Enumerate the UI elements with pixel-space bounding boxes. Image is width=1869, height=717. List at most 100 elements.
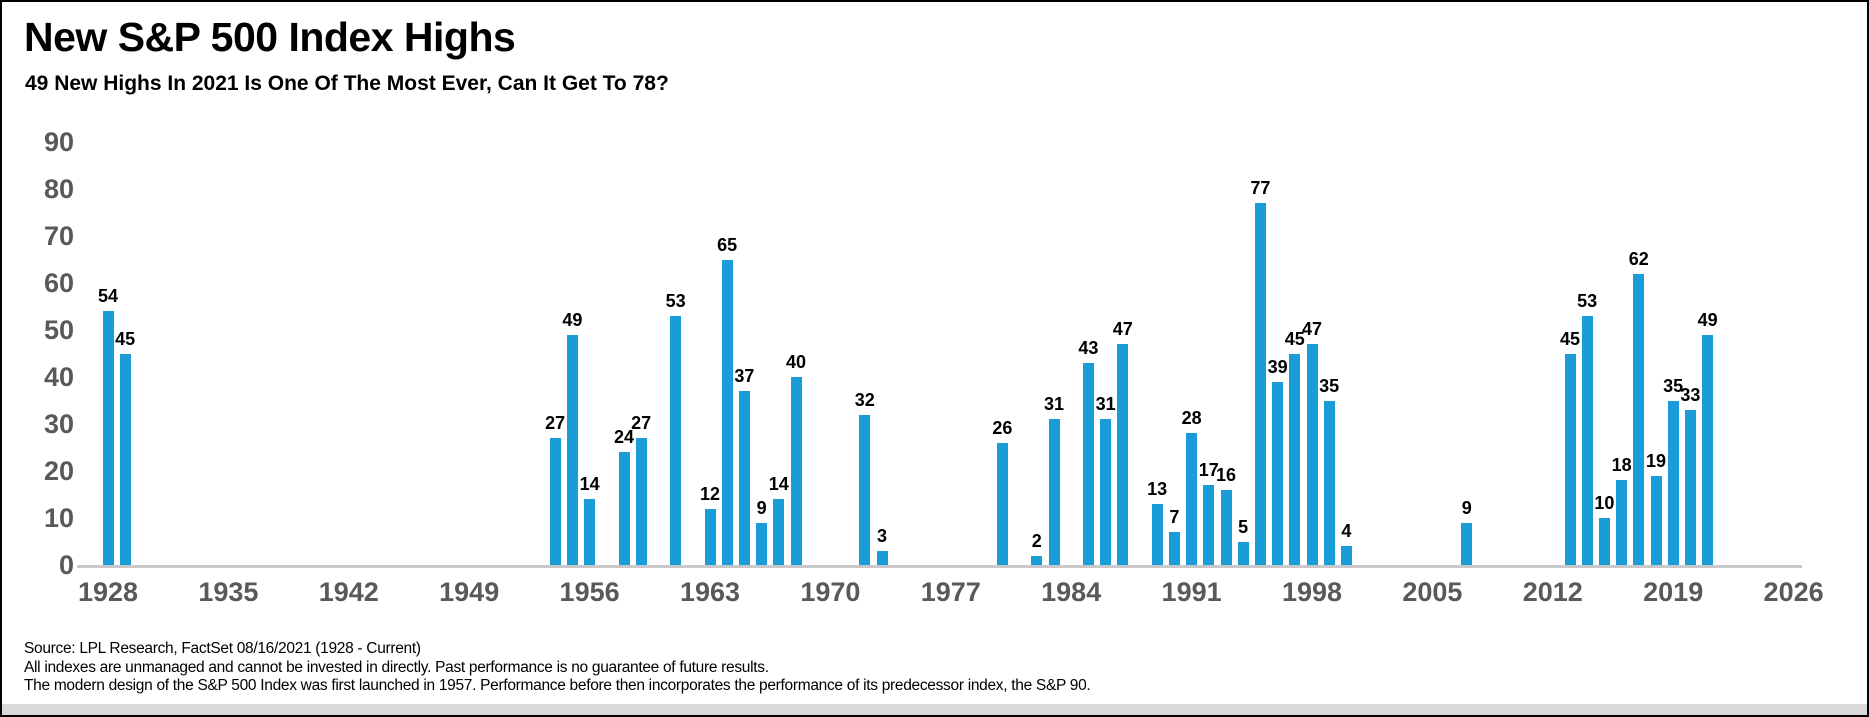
bar-1973 xyxy=(876,550,888,565)
bar-1987 xyxy=(1117,344,1129,565)
bar-2015 xyxy=(1598,518,1610,565)
disclaimer-line: All indexes are unmanaged and cannot be … xyxy=(24,658,769,676)
bar-2019 xyxy=(1667,400,1679,565)
bar-value-label-2020: 33 xyxy=(1680,384,1701,405)
bar-value-label-1963: 12 xyxy=(699,483,721,504)
bar-value-label-1992: 17 xyxy=(1198,460,1219,481)
bar-2018 xyxy=(1650,475,1662,565)
y-tick-label: 40 xyxy=(43,362,74,392)
bar-value-label-1991: 28 xyxy=(1181,408,1202,429)
bar-value-label-2016: 18 xyxy=(1611,455,1632,476)
bar-2000 xyxy=(1340,546,1352,565)
bar-value-label-1928: 54 xyxy=(97,286,119,307)
y-tick-label: 50 xyxy=(43,315,74,345)
y-tick-label: 20 xyxy=(43,456,74,486)
bar-1959 xyxy=(635,438,647,565)
chart-subtitle: 49 New Highs In 2021 Is One Of The Most … xyxy=(25,72,669,95)
bar-value-label-1980: 26 xyxy=(992,417,1013,438)
bar-value-label-1997: 45 xyxy=(1284,328,1305,349)
bar-value-label-1965: 37 xyxy=(734,366,755,387)
bar-value-label-1973: 3 xyxy=(876,525,887,546)
x-tick-label: 1977 xyxy=(920,577,981,607)
bar-value-label-1964: 65 xyxy=(717,234,738,255)
footer-disclaimer: Source: LPL Research, FactSet 08/16/2021… xyxy=(24,640,1824,696)
bar-value-label-1985: 43 xyxy=(1078,337,1099,358)
bar-1989 xyxy=(1151,503,1163,565)
bar-value-label-2007: 9 xyxy=(1461,497,1472,518)
x-tick-label: 1949 xyxy=(439,577,500,607)
bar-value-label-1995: 77 xyxy=(1250,178,1271,199)
bar-value-label-1998: 47 xyxy=(1301,319,1323,340)
x-tick-label: 1998 xyxy=(1281,577,1343,607)
x-tick-label: 1970 xyxy=(800,577,861,607)
x-tick-label: 1991 xyxy=(1161,577,1222,607)
bar-value-label-2014: 53 xyxy=(1577,290,1598,311)
bar-value-label-1955: 49 xyxy=(562,309,583,330)
bar-value-label-1994: 5 xyxy=(1238,516,1249,537)
bar-1995 xyxy=(1254,203,1266,565)
bar-value-label-2013: 45 xyxy=(1559,328,1581,349)
y-tick-label: 80 xyxy=(43,174,74,204)
bottom-strip xyxy=(2,704,1867,715)
bar-1985 xyxy=(1082,362,1094,565)
y-tick-label: 70 xyxy=(43,221,74,251)
bar-value-label-2021: 49 xyxy=(1697,309,1718,330)
bar-value-label-1986: 31 xyxy=(1095,394,1116,415)
bar-value-label-1996: 39 xyxy=(1267,356,1288,377)
bar-1980 xyxy=(996,442,1008,565)
bar-1955 xyxy=(566,334,578,565)
bar-value-label-1993: 16 xyxy=(1215,464,1237,485)
y-tick-label: 90 xyxy=(43,127,74,157)
bar-1986 xyxy=(1100,419,1112,565)
bar-value-label-2019: 35 xyxy=(1663,375,1684,396)
bar-1992 xyxy=(1203,485,1215,565)
y-tick-label: 10 xyxy=(43,503,74,533)
bar-2007 xyxy=(1461,522,1473,565)
bar-1991 xyxy=(1186,433,1198,565)
bar-value-label-1929: 45 xyxy=(115,328,136,349)
bar-2014 xyxy=(1581,315,1593,565)
bar-value-label-2018: 19 xyxy=(1645,450,1667,471)
bar-1982 xyxy=(1031,555,1043,565)
bar-value-label-1954: 27 xyxy=(545,413,566,434)
bar-2017 xyxy=(1633,273,1645,565)
bar-value-label-1967: 14 xyxy=(768,474,789,495)
bar-value-label-1968: 40 xyxy=(785,352,807,372)
bar-1999 xyxy=(1323,400,1335,565)
bar-1968 xyxy=(790,377,802,565)
bar-1994 xyxy=(1237,541,1249,565)
x-tick-label: 2005 xyxy=(1402,577,1463,607)
bar-1996 xyxy=(1272,381,1284,565)
bar-1983 xyxy=(1048,419,1060,565)
bar-value-label-1956: 14 xyxy=(579,474,600,495)
bar-value-label-1958: 24 xyxy=(613,427,635,448)
bar-value-label-1983: 31 xyxy=(1043,394,1065,415)
bar-1997 xyxy=(1289,353,1301,565)
bar-chart: 0 10 20 30 40 50 60 70 80 90 54 45 27 49 14 24 27 53 12 65… xyxy=(2,102,1867,622)
x-tick-label: 1942 xyxy=(318,577,379,607)
bar-value-label-1959: 27 xyxy=(631,413,652,434)
bar-value-label-1987: 47 xyxy=(1112,319,1133,340)
source-line: Source: LPL Research, FactSet 08/16/2021… xyxy=(24,640,421,657)
bar-value-label-2017: 62 xyxy=(1628,248,1649,269)
x-tick-label: 2026 xyxy=(1763,577,1824,607)
bar-value-label-1961: 53 xyxy=(665,290,686,311)
bar-1929 xyxy=(119,353,131,565)
x-axis-line xyxy=(77,565,1802,568)
history-line: The modern design of the S&P 500 Index w… xyxy=(24,677,1091,694)
bar-value-label-1989: 13 xyxy=(1147,478,1168,499)
bar-2020 xyxy=(1684,409,1696,565)
bar-1954 xyxy=(549,438,561,565)
bar-value-label-1982: 2 xyxy=(1031,530,1042,551)
bar-1958 xyxy=(618,452,630,565)
x-tick-label: 1956 xyxy=(559,577,620,607)
bar-2021 xyxy=(1702,334,1714,565)
x-tick-label: 2012 xyxy=(1522,577,1583,607)
bar-value-label-1966: 9 xyxy=(756,497,767,518)
bar-1965 xyxy=(738,391,750,565)
y-tick-label: 0 xyxy=(58,550,74,580)
bar-1993 xyxy=(1220,489,1232,565)
bar-1956 xyxy=(584,499,596,565)
x-tick-label: 1935 xyxy=(198,577,259,607)
